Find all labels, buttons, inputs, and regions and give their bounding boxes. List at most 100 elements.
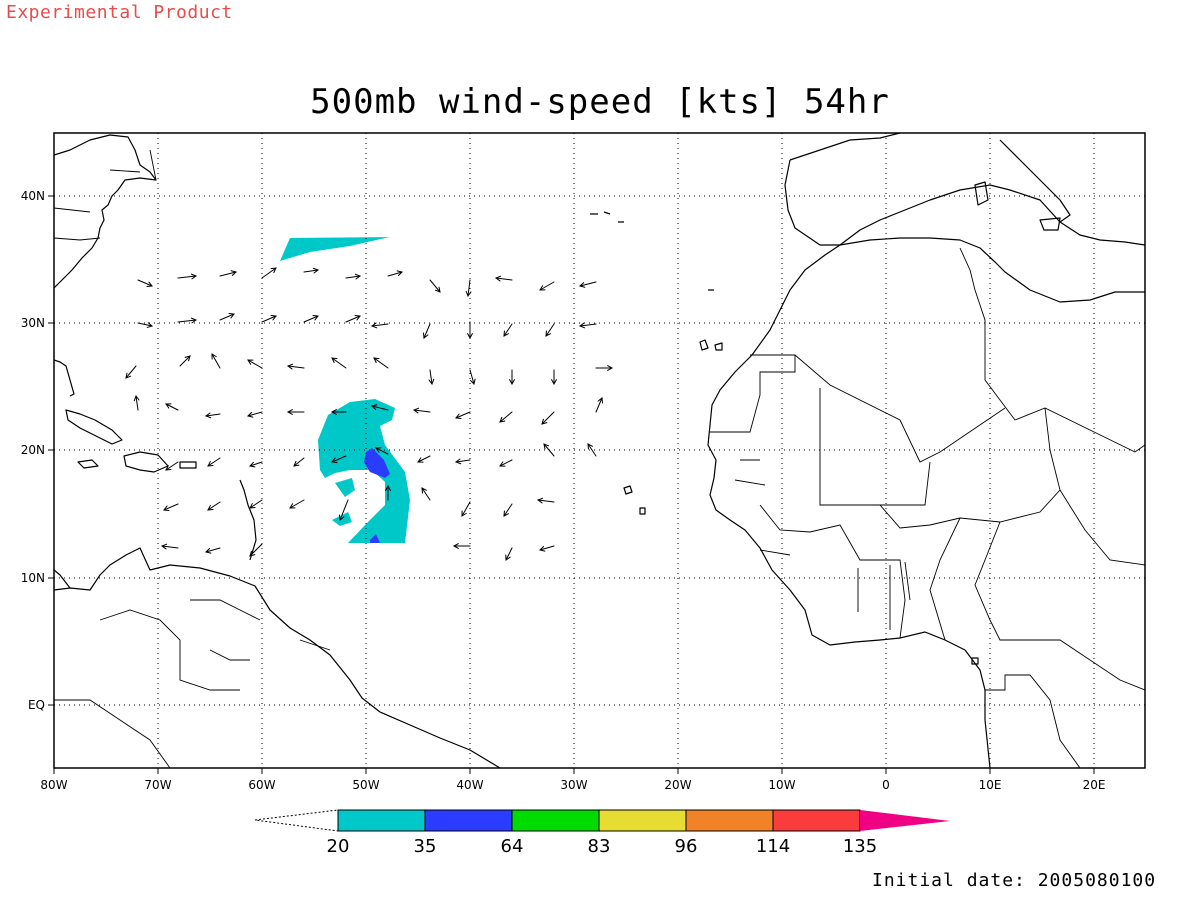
wind-vector <box>454 458 471 465</box>
colorbar-bin <box>685 809 774 832</box>
lon-label: 70W <box>144 778 171 792</box>
wind-vectors <box>125 267 614 561</box>
lon-label: 20W <box>664 778 691 792</box>
wind-vector <box>293 457 305 467</box>
lon-label: 20E <box>1083 778 1106 792</box>
colorbar-bin <box>337 809 426 832</box>
wind-vector <box>595 365 614 371</box>
wind-vector <box>469 369 476 386</box>
wind-vector <box>503 503 513 517</box>
wind-vector <box>177 317 198 324</box>
wind-vector <box>345 273 362 280</box>
south-america-coast <box>54 547 501 768</box>
colorbar-label: 114 <box>756 836 790 857</box>
colorbar-label: 135 <box>843 836 877 857</box>
wind-vector <box>261 267 277 279</box>
wind-vector <box>160 543 179 550</box>
lon-label: 60W <box>248 778 275 792</box>
colorbar-bin <box>424 809 513 832</box>
wind-vector <box>207 457 221 467</box>
wind-vector <box>509 369 515 386</box>
lon-label: 30W <box>560 778 587 792</box>
wind-vector <box>247 359 263 369</box>
lat-label: 40N <box>21 189 45 203</box>
wind-vector <box>541 411 555 425</box>
wind-vector <box>417 455 431 463</box>
canary-islands <box>699 339 723 351</box>
wind-vector <box>331 357 347 369</box>
colorbar-label: 96 <box>675 836 698 857</box>
wind-vector <box>345 315 361 323</box>
wind-vector <box>385 484 391 501</box>
wind-vector <box>452 543 471 549</box>
wind-vector <box>246 411 263 418</box>
north-america-coast <box>54 134 157 289</box>
colorbar-label: 35 <box>414 836 437 857</box>
colorbar-low-triangle <box>254 809 339 832</box>
experimental-product-label: Experimental Product <box>6 2 233 23</box>
jamaica <box>77 459 99 469</box>
africa-coast <box>707 244 991 768</box>
colorbar-bin <box>772 809 861 832</box>
wind-vector <box>249 499 263 509</box>
wind-vector <box>303 315 319 323</box>
wind-vector <box>499 411 513 423</box>
wind-vector <box>207 501 221 511</box>
wind-vector <box>370 322 389 329</box>
wind-vector <box>165 403 179 411</box>
italy <box>999 139 1071 223</box>
wind-vector <box>330 409 347 415</box>
wind-vector <box>125 365 137 379</box>
initial-date: Initial date: 2005080100 <box>872 870 1157 891</box>
cuba <box>65 409 123 445</box>
wind-shading-main-swirl <box>318 399 410 543</box>
wind-vector <box>539 281 555 291</box>
florida <box>54 359 75 397</box>
wind-vector <box>303 267 320 274</box>
wind-vector <box>204 547 221 554</box>
wind-vector <box>387 270 404 277</box>
wind-vector <box>219 270 238 277</box>
wind-vector <box>177 273 198 280</box>
wind-vector <box>249 543 263 557</box>
lon-label: 10W <box>768 778 795 792</box>
wind-vector <box>461 501 471 517</box>
bioko <box>971 657 979 665</box>
wind-vector <box>338 499 349 521</box>
hispaniola <box>123 451 169 473</box>
lat-label: 30N <box>21 316 45 330</box>
colorbar-bin <box>598 809 687 832</box>
central-america <box>54 569 71 589</box>
wind-vector <box>499 459 513 467</box>
wind-vector <box>165 461 179 471</box>
wind-vector <box>163 503 179 511</box>
wind-vector <box>286 363 305 370</box>
wind-vector <box>551 369 557 386</box>
wind-vector <box>429 279 441 293</box>
colorbar: 20 35 64 83 96 114 135 <box>254 809 950 857</box>
wind-vector <box>370 404 389 411</box>
colorbar-label: 64 <box>501 836 524 857</box>
map-area <box>54 133 1145 768</box>
lat-label: 20N <box>21 443 45 457</box>
africa-north-coast <box>839 237 1145 303</box>
lat-label: 10N <box>21 571 45 585</box>
colorbar-label: 83 <box>588 836 611 857</box>
wind-vector <box>219 313 235 321</box>
wind-vector <box>211 353 221 369</box>
wind-vector <box>503 323 513 337</box>
europe-coast <box>784 133 1145 246</box>
lesser-antilles <box>239 479 257 561</box>
colorbar-label: 20 <box>327 836 350 857</box>
wind-vector <box>428 369 435 386</box>
wind-vector <box>538 545 555 552</box>
wind-shading-core-south <box>370 534 380 543</box>
wind-vector <box>505 547 513 561</box>
wind-vector <box>375 447 389 455</box>
wind-vector <box>455 411 471 419</box>
wind-vector <box>578 281 597 288</box>
wind-vector <box>204 412 221 419</box>
graticule <box>54 133 1145 768</box>
sicily <box>1039 217 1061 231</box>
